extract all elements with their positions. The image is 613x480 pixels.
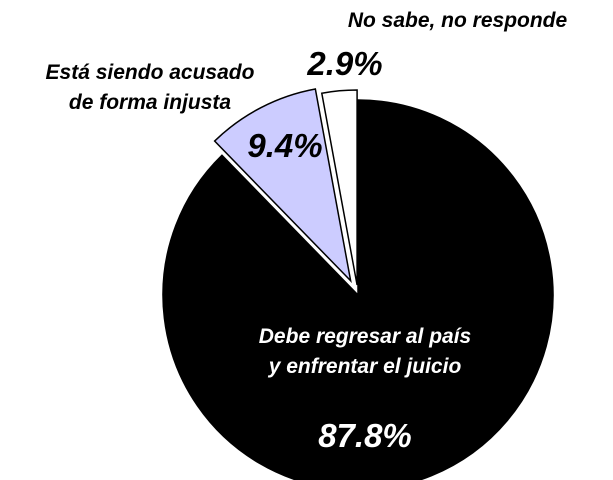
slice-label: Debe regresar al país y enfrentar el jui… <box>258 325 472 379</box>
pie-slice <box>320 89 358 286</box>
value-label: 2.9% <box>307 45 383 82</box>
value-label: 9.4% <box>247 127 323 164</box>
slice-label: No sabe, no responde <box>347 9 568 32</box>
pie-slice <box>162 99 554 480</box>
pie-slice <box>213 88 352 284</box>
slice-label: Está siendo acusado de forma injusta <box>45 61 255 115</box>
value-label: 87.8% <box>318 417 412 454</box>
